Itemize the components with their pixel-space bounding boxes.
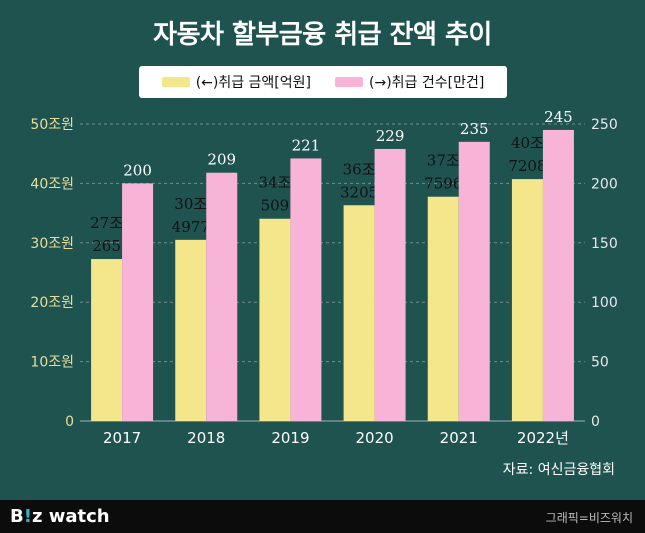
data-label-count: 235 [460, 120, 489, 138]
left-axis-tick-label: 10조원 [30, 355, 74, 371]
data-label-amount: 40조 [511, 134, 544, 152]
legend: (←)취급 금액[억원] (→)취급 건수[만건] [139, 66, 507, 98]
right-axis-tick-label: 250 [591, 117, 618, 133]
chart-title: 자동차 할부금융 취급 잔액 추이 [153, 20, 492, 50]
logo-rest: z watch [31, 506, 110, 527]
footer-bar: B!z watch 그래픽=비즈워치 [0, 500, 645, 533]
data-label-amount: 37조 [427, 152, 460, 170]
bar-amount [259, 218, 291, 421]
chart-canvas: 0 10조원 20조원 30조원 40조원 50조원 0 50 100 150 200 250 27조 2… [30, 108, 618, 447]
left-axis-tick-label: 0 [65, 414, 74, 430]
legend-swatch-count [335, 77, 363, 87]
x-axis-tick-label: 2017 [103, 429, 141, 447]
data-label-amount: 7596 [424, 175, 462, 193]
x-axis-tick-label: 2022년 [517, 429, 569, 447]
bar-count [458, 141, 490, 421]
left-axis-tick-label: 30조원 [30, 236, 74, 252]
data-label-count: 221 [292, 136, 321, 154]
bar-amount [511, 179, 543, 421]
bar-amount [175, 239, 207, 421]
data-label-amount: 509 [261, 197, 290, 215]
data-label-amount: 265 [92, 237, 121, 255]
legend-label-count: (→)취급 건수[만건] [369, 75, 485, 91]
x-axis-tick-label: 2021 [440, 429, 478, 447]
logo-b: B [10, 506, 24, 527]
logo-bang: ! [23, 506, 32, 527]
bar-count [122, 183, 154, 421]
x-axis-tick-label: 2020 [355, 429, 393, 447]
data-label-count: 229 [376, 127, 405, 145]
bar-amount [427, 196, 459, 421]
right-axis-tick-label: 100 [591, 295, 618, 311]
graphic-credit: 그래픽=비즈워치 [545, 511, 633, 525]
data-label-count: 209 [207, 151, 236, 169]
data-label-amount: 4977 [172, 218, 210, 236]
data-label-amount: 34조 [258, 174, 291, 192]
bar-count [542, 129, 574, 421]
legend-swatch-amount [161, 77, 190, 87]
legend-item-amount: (←)취급 금액[억원] [161, 72, 311, 92]
bar-amount [91, 259, 123, 421]
data-label-count: 200 [123, 161, 152, 179]
legend-label-amount: (←)취급 금액[억원] [195, 75, 311, 91]
data-label-amount: 27조 [90, 214, 123, 232]
source-note: 자료: 여신금융협회 [502, 462, 615, 478]
data-label-amount: 7208 [508, 157, 546, 175]
bar-count [290, 158, 322, 421]
data-label-amount: 36조 [343, 160, 376, 178]
x-axis-tick-label: 2019 [271, 429, 309, 447]
data-label-amount: 3205 [340, 183, 378, 201]
right-axis-tick-label: 200 [591, 176, 618, 192]
right-axis-tick-label: 50 [591, 355, 609, 371]
bar-count [206, 172, 238, 421]
left-axis-tick-label: 40조원 [30, 176, 74, 192]
bar-amount [343, 205, 375, 421]
right-axis-tick-label: 150 [591, 236, 618, 252]
bar-count [374, 148, 406, 421]
right-axis-tick-label: 0 [591, 414, 600, 430]
left-axis-tick-label: 20조원 [30, 295, 74, 311]
bizwatch-logo: B!z watch [10, 506, 110, 527]
data-label-amount: 30조 [174, 195, 207, 213]
x-axis-tick-label: 2018 [187, 429, 225, 447]
data-label-count: 245 [544, 108, 573, 126]
left-axis-tick-label: 50조원 [30, 117, 74, 133]
legend-item-count: (→)취급 건수[만건] [335, 72, 484, 92]
